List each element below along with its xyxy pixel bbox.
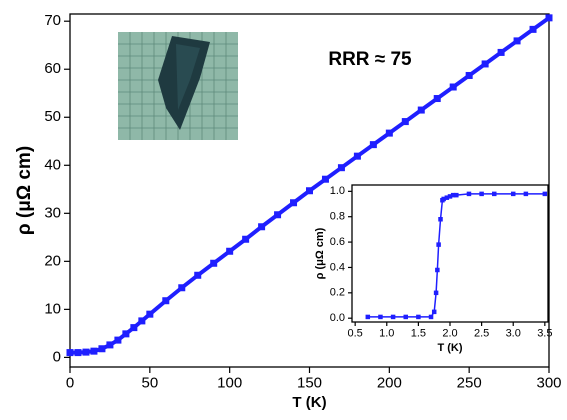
data-point (74, 349, 82, 357)
data-point (510, 191, 516, 197)
data-point (529, 25, 537, 33)
x-tick-label: 150 (297, 374, 322, 391)
data-point (436, 242, 441, 247)
inset-background (352, 185, 548, 322)
x-tick-label: 3.5 (537, 328, 552, 340)
data-point (417, 106, 425, 114)
data-point (479, 191, 484, 197)
x-tick-label: 0 (66, 374, 74, 391)
x-axis-label: T (K) (437, 342, 462, 354)
data-point (365, 314, 371, 320)
data-point (98, 345, 106, 353)
data-point (433, 95, 441, 103)
data-point (385, 129, 393, 137)
data-point (449, 83, 457, 91)
data-point (450, 192, 456, 198)
data-point (274, 211, 282, 219)
data-point (542, 191, 548, 197)
data-point (465, 71, 473, 79)
data-point (226, 247, 234, 255)
y-tick-label: 40 (44, 156, 61, 173)
x-tick-label: 200 (377, 374, 402, 391)
data-point (242, 235, 250, 243)
x-tick-label: 2.5 (474, 328, 489, 340)
data-point (433, 290, 439, 296)
x-tick-label: 50 (141, 374, 158, 391)
data-point (210, 259, 218, 267)
x-tick-label: 100 (217, 374, 242, 391)
data-point (401, 118, 409, 126)
data-point (178, 284, 186, 292)
data-point (492, 191, 497, 197)
data-point (438, 217, 443, 222)
data-point (122, 330, 130, 338)
data-point (497, 48, 505, 56)
data-point (428, 314, 434, 320)
x-tick-label: 1.5 (411, 328, 426, 340)
data-point (441, 196, 446, 202)
data-point (90, 347, 98, 355)
data-point (435, 267, 440, 273)
data-point (321, 175, 329, 183)
data-point (258, 223, 266, 231)
y-tick-label: 20 (44, 252, 61, 269)
data-point (431, 309, 437, 315)
data-point (162, 297, 170, 305)
y-tick-label: 70 (44, 12, 61, 29)
y-tick-label: 0.8 (330, 211, 345, 223)
data-point (130, 324, 138, 332)
x-tick-label: 300 (536, 374, 561, 391)
data-point (444, 195, 450, 200)
data-point (390, 314, 396, 320)
data-point (513, 37, 521, 45)
y-tick-label: 0.4 (330, 261, 345, 273)
data-point (306, 187, 313, 195)
data-point (337, 164, 345, 172)
y-tick-label: 10 (44, 300, 61, 317)
x-tick-label: 2.0 (442, 328, 457, 340)
data-point (454, 192, 459, 198)
data-point (378, 314, 383, 320)
data-point (353, 152, 361, 160)
data-point (290, 199, 298, 207)
x-tick-label: 1.0 (379, 328, 394, 340)
data-point (545, 14, 553, 22)
x-tick-label: 250 (457, 374, 482, 391)
data-point (369, 141, 377, 149)
data-point (194, 271, 202, 279)
data-point (114, 336, 122, 344)
annotation: RRR ≈ 75 (328, 49, 412, 70)
x-tick-label: 3.0 (506, 328, 521, 340)
data-point (146, 310, 154, 318)
y-axis-label: ρ (μΩ cm) (14, 146, 35, 235)
data-point (523, 191, 529, 197)
data-point (82, 348, 90, 356)
y-tick-label: 0.0 (330, 312, 345, 324)
data-point (403, 314, 408, 320)
data-point (416, 314, 421, 320)
y-tick-label: 60 (44, 60, 61, 77)
y-tick-label: 0.6 (330, 236, 345, 248)
photo (118, 32, 238, 140)
data-point (466, 191, 472, 197)
x-tick-label: 0.5 (348, 328, 363, 340)
data-point (106, 341, 114, 349)
data-point (66, 349, 74, 357)
data-point (138, 317, 146, 325)
y-tick-label: 0.2 (330, 287, 345, 299)
y-tick-label: 0 (53, 348, 61, 365)
y-tick-label: 50 (44, 108, 61, 125)
y-tick-label: 1.0 (330, 185, 345, 197)
data-point (481, 60, 489, 68)
data-point (447, 194, 453, 199)
y-tick-label: 30 (44, 204, 61, 221)
y-axis-label: ρ (μΩ cm) (314, 227, 326, 279)
x-axis-label: T (K) (292, 394, 326, 411)
